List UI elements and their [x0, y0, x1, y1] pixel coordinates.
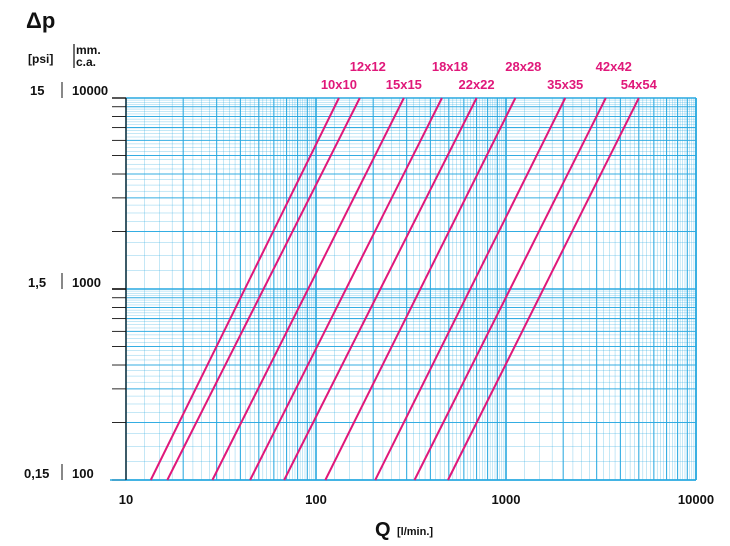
series-line-18x18 — [249, 97, 443, 481]
y-tick-mm-100: 100 — [72, 466, 94, 481]
series-label-10x10: 10x10 — [321, 77, 357, 92]
y-unit-mm-line1: mm. — [76, 43, 101, 57]
series-label-22x22: 22x22 — [458, 77, 494, 92]
series-label-54x54: 54x54 — [621, 77, 658, 92]
y-tick-mm-1000: 1000 — [72, 275, 101, 290]
series-line-42x42 — [413, 97, 607, 481]
series-line-12x12 — [166, 97, 361, 481]
series-line-22x22 — [283, 97, 478, 481]
y-unit-psi: [psi] — [28, 52, 53, 66]
y-unit-mm-line2: c.a. — [76, 55, 96, 69]
series-label-18x18: 18x18 — [432, 59, 468, 74]
series-label-28x28: 28x28 — [505, 59, 541, 74]
y-tick-mm-10000: 10000 — [72, 83, 108, 98]
y-tick-psi-1-5: 1,5 — [28, 275, 46, 290]
x-tick-10000: 10000 — [678, 492, 714, 507]
x-tick-1000: 1000 — [492, 492, 521, 507]
series-line-54x54 — [447, 97, 640, 481]
x-axis-unit: [l/min.] — [397, 526, 433, 538]
x-tick-100: 100 — [305, 492, 327, 507]
chart-series-lines — [149, 97, 640, 481]
series-line-15x15 — [211, 97, 405, 481]
chart-axis-ticks — [110, 97, 696, 481]
chart-title: Δp — [26, 8, 55, 33]
series-label-35x35: 35x35 — [547, 77, 583, 92]
y-tick-psi-0-15: 0,15 — [24, 466, 49, 481]
x-tick-10: 10 — [119, 492, 133, 507]
series-label-42x42: 42x42 — [596, 59, 632, 74]
y-tick-psi-15: 15 — [30, 83, 44, 98]
series-line-28x28 — [324, 97, 517, 481]
series-label-15x15: 15x15 — [386, 77, 422, 92]
series-line-10x10 — [149, 97, 340, 481]
series-line-35x35 — [374, 97, 567, 481]
series-label-12x12: 12x12 — [350, 59, 386, 74]
x-axis-label: Q — [375, 519, 391, 541]
